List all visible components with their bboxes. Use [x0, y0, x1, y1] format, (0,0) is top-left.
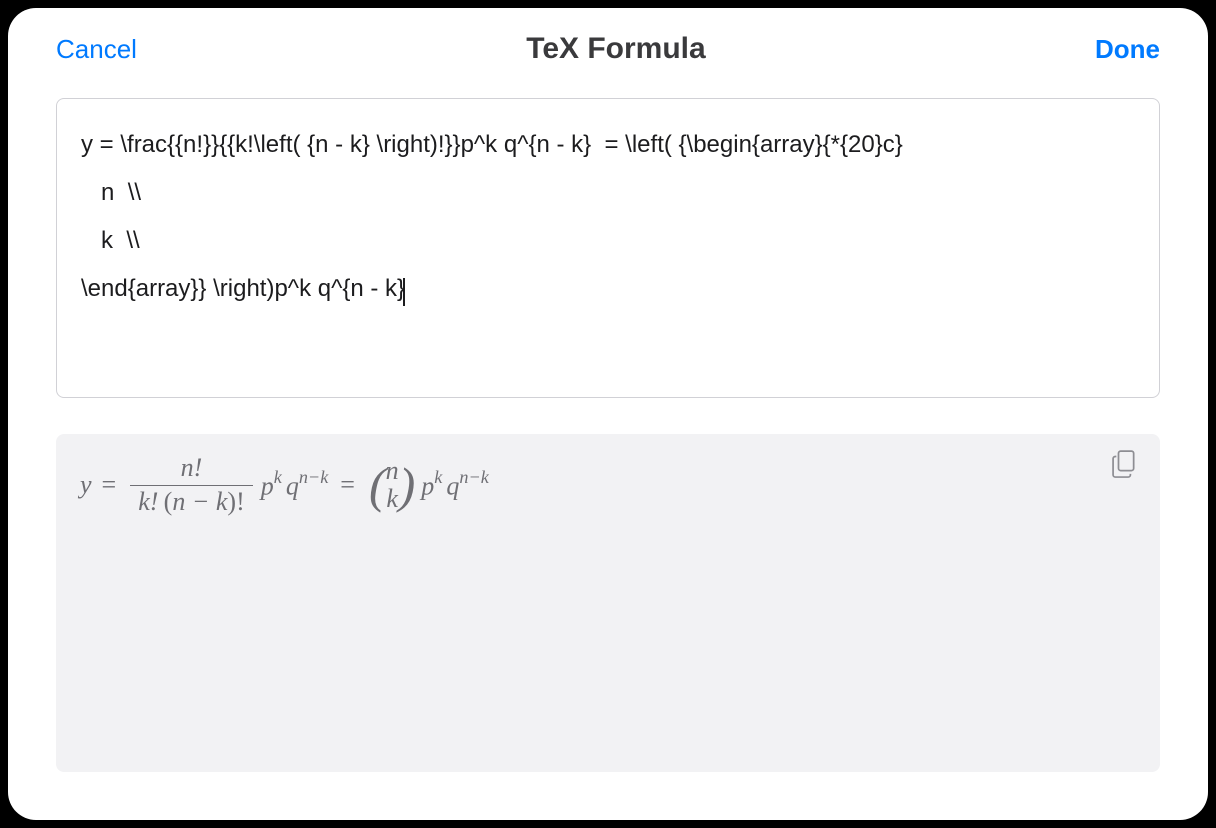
equals-sign: = — [340, 470, 355, 500]
modal-title: TeX Formula — [526, 32, 705, 66]
formula-preview: y = n! k! (n − k)! pk qn−k = ( n k — [56, 434, 1160, 772]
equals-sign: = — [102, 470, 117, 500]
tex-input-line: \end{array}} \right)p^k q^{n - k} — [81, 275, 405, 302]
fraction-numerator: n! — [173, 454, 211, 485]
paren-open: ( — [369, 465, 386, 505]
modal-content: y = \frac{{n!}}{{k!\left( {n - k} \right… — [8, 78, 1208, 820]
paren-close: ) — [399, 465, 416, 505]
formula-y: y — [80, 470, 92, 500]
text-cursor — [403, 278, 405, 306]
fraction-denominator: k! (n − k)! — [130, 485, 253, 517]
q-term: qn−k — [446, 469, 488, 502]
rendered-formula: y = n! k! (n − k)! pk qn−k = ( n k — [80, 454, 489, 516]
p-term: pk — [261, 469, 282, 502]
fraction: n! k! (n − k)! — [130, 454, 253, 516]
copy-icon[interactable] — [1112, 450, 1138, 478]
tex-formula-modal: Cancel TeX Formula Done y = \frac{{n!}}{… — [8, 8, 1208, 820]
binomial: ( n k ) — [369, 458, 415, 512]
binomial-column: n k — [386, 458, 399, 512]
tex-input-line: n \\ — [81, 179, 141, 206]
p-term: pk — [421, 469, 442, 502]
binom-k: k — [386, 486, 398, 512]
tex-input[interactable]: y = \frac{{n!}}{{k!\left( {n - k} \right… — [56, 98, 1160, 398]
q-term: qn−k — [286, 469, 328, 502]
cancel-button[interactable]: Cancel — [56, 34, 137, 65]
binom-n: n — [386, 458, 399, 484]
tex-input-line: k \\ — [81, 227, 140, 254]
tex-input-line: y = \frac{{n!}}{{k!\left( {n - k} \right… — [81, 131, 903, 158]
modal-header: Cancel TeX Formula Done — [8, 8, 1208, 78]
done-button[interactable]: Done — [1095, 34, 1160, 65]
